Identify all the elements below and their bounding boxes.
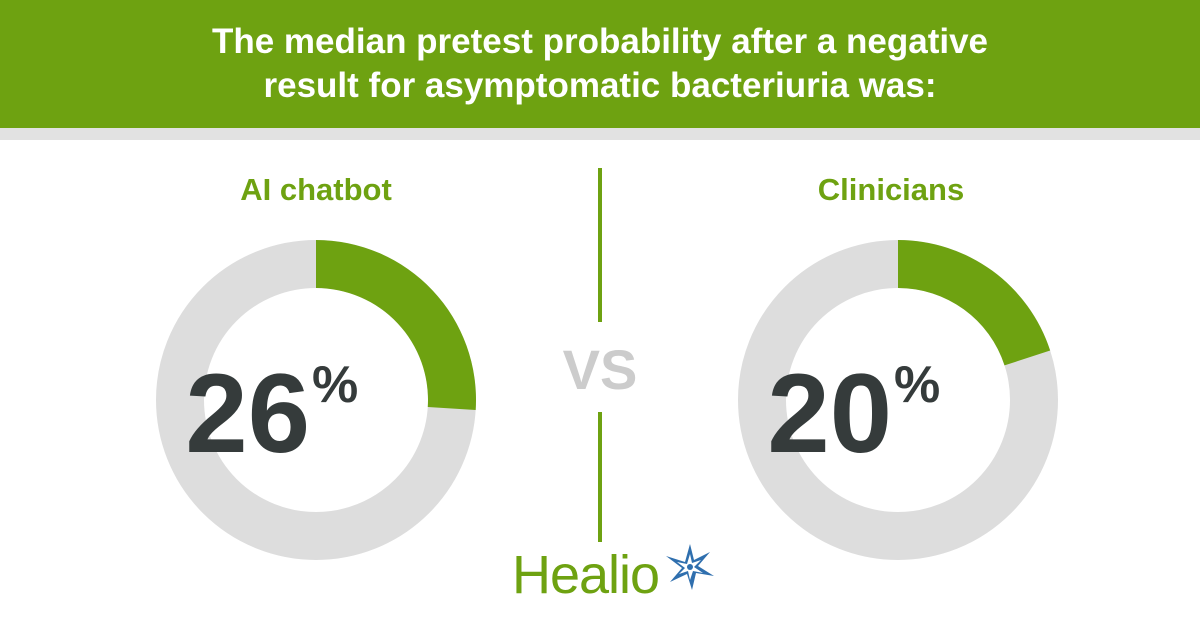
percent-sign: % [312,356,358,414]
donut-slice-value [316,240,476,411]
divider-line-top [598,168,602,322]
percentage-value: 20 [767,351,892,476]
clinicians-label: Clinicians [817,172,965,207]
percent-sign: % [894,356,940,414]
percentage-value: 26 [185,351,310,476]
star-icon [666,544,714,590]
ai-chatbot-label: AI chatbot [240,172,392,207]
logo-text: Healio [512,545,660,605]
healio-logo: Healio [512,542,722,612]
ai-chatbot-donut-chart: 26 % [156,240,476,560]
clinicians-donut-chart: 20 % [738,240,1058,560]
header-divider [0,128,1200,140]
page-title: The median pretest probability after a n… [211,22,989,105]
divider-line-bottom [598,412,602,542]
header-banner: The median pretest probability after a n… [0,0,1200,128]
donut-slice-value [898,240,1051,366]
vs-label: VS [562,338,638,401]
